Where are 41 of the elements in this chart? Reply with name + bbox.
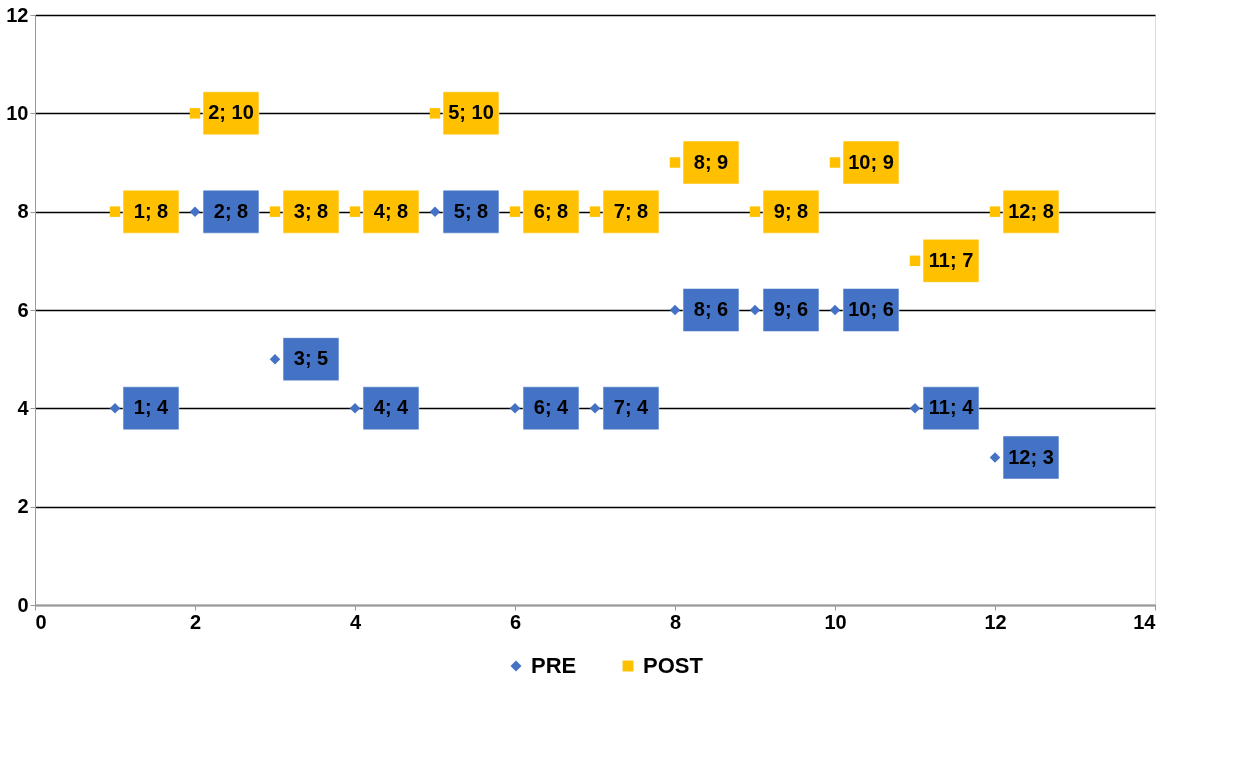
x-tick-label: 8 [669,610,682,633]
x-tick-label: 14 [1133,610,1157,633]
y-tick-label: 2 [17,495,29,518]
x-tick-label: 12 [984,610,1007,633]
data-label: 9; 8 [773,199,809,222]
data-label: 10; 6 [848,298,894,320]
data-label: 4; 4 [373,396,410,419]
data-label: 11; 4 [928,396,975,419]
y-tick-label: 8 [17,200,29,223]
y-tick-label: 4 [17,396,30,419]
data-label: 8; 6 [693,298,729,320]
legend-label: PRE [531,653,577,678]
x-tick-label: 0 [35,610,47,633]
data-label: 3; 5 [293,347,329,370]
data-label: 7; 8 [613,199,649,222]
y-tick-label: 0 [17,593,29,616]
data-label: 8; 9 [693,150,729,173]
legend-label: POST [643,653,704,678]
y-tick-label: 6 [17,298,29,321]
data-label: 2; 8 [213,199,249,222]
data-label: 4; 8 [373,199,409,222]
data-label: 11; 7 [928,248,974,271]
y-tick-label: 12 [6,3,29,26]
data-label: 6; 8 [533,199,569,222]
data-label: 3; 8 [293,199,329,222]
data-label: 6; 4 [533,396,570,419]
data-label: 12; 8 [1008,199,1054,222]
x-tick-label: 4 [349,610,362,633]
data-label: 7; 4 [613,396,650,419]
data-label: 12; 3 [1008,445,1054,468]
x-tick-label: 2 [189,610,202,633]
data-label: 1; 4 [133,396,170,419]
data-label: 10; 9 [848,150,894,173]
data-label: 5; 8 [453,199,489,222]
data-label: 9; 6 [773,298,809,320]
data-label: 1; 8 [133,199,169,222]
data-label: 2; 10 [208,101,254,124]
x-tick-label: 6 [509,610,522,633]
data-label: 5; 10 [448,101,494,124]
x-tick-label: 10 [824,610,847,633]
y-tick-label: 10 [6,101,29,124]
